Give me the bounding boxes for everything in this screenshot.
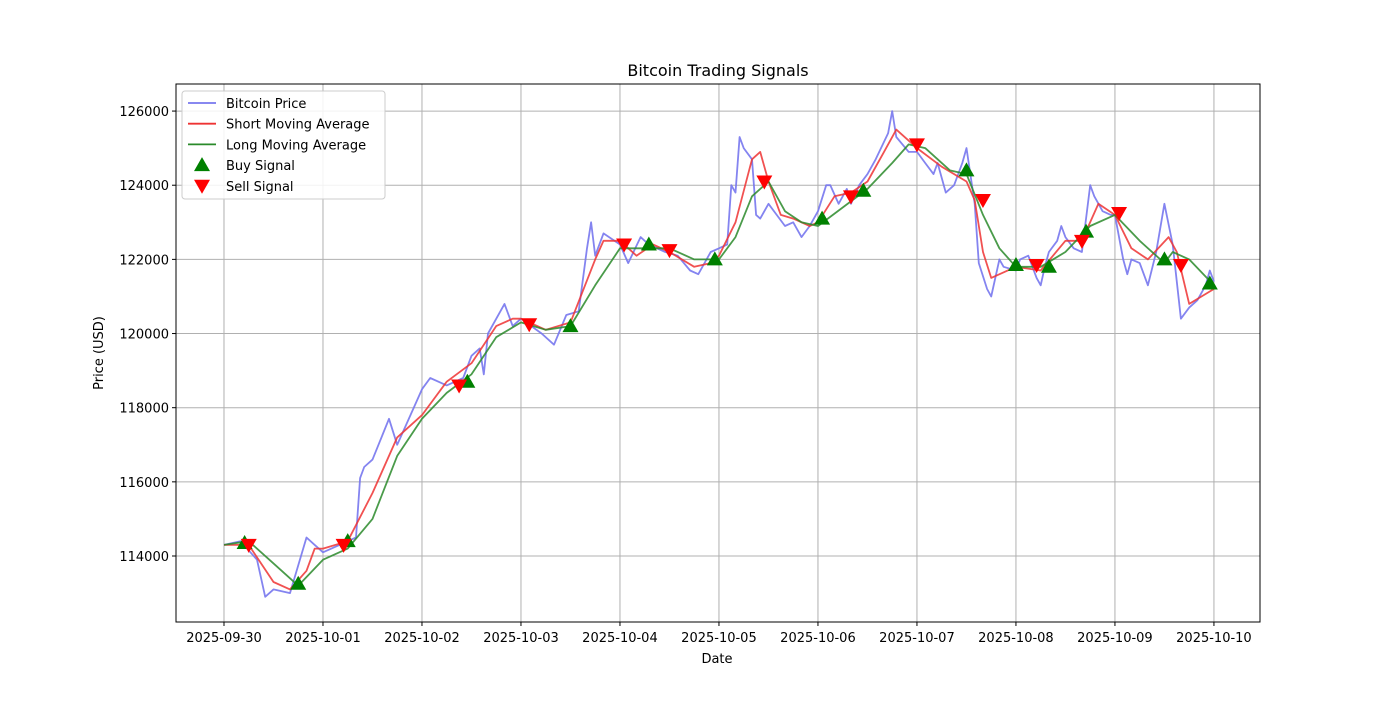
sell-signal-marker	[240, 538, 257, 553]
buy-signal-marker	[640, 236, 657, 251]
buy-signal-marker	[1007, 256, 1024, 271]
buy-signal-marker	[290, 575, 307, 590]
sell-signal-marker	[1111, 207, 1128, 222]
sell-signal-legend-icon	[194, 179, 210, 194]
x-tick-label: 2025-10-03	[483, 631, 559, 646]
x-tick-label: 2025-10-05	[681, 631, 757, 646]
plot-area	[223, 110, 1218, 598]
y-tick-label: 118000	[119, 402, 169, 417]
x-tick-label: 2025-10-07	[879, 631, 955, 646]
y-tick-label: 114000	[119, 550, 169, 565]
x-tick-label: 2025-10-01	[285, 631, 361, 646]
sell-signal-marker	[1073, 234, 1090, 249]
legend: Bitcoin Price Short Moving Average Long Mo…	[181, 90, 386, 200]
buy-signal-marker	[1201, 275, 1218, 290]
sell-signal-marker	[1028, 258, 1045, 273]
buy-signal-marker	[814, 210, 831, 225]
buy-signal-legend-icon	[194, 157, 210, 172]
y-tick-label: 116000	[119, 476, 169, 491]
x-tick-label: 2025-10-04	[582, 631, 658, 646]
series-line-long-moving-average	[223, 143, 1215, 587]
x-tick-label: 2025-09-30	[186, 631, 262, 646]
x-tick-label: 2025-10-09	[1077, 631, 1153, 646]
chart-title: Bitcoin Trading Signals	[627, 61, 808, 80]
sell-signal-marker	[756, 175, 773, 190]
sell-signal-marker	[661, 244, 678, 259]
buy-signal-marker	[1078, 223, 1095, 238]
sell-signal-marker	[616, 238, 633, 253]
sell-signal-marker	[974, 194, 991, 209]
x-axis-label: Date	[701, 652, 732, 667]
y-tick-label: 120000	[119, 328, 169, 343]
sell-signal-marker	[451, 379, 468, 394]
sell-signal-marker	[842, 190, 859, 205]
y-axis-label: Price (USD)	[92, 316, 107, 390]
buy-signal-marker	[958, 162, 975, 177]
y-tick-label: 122000	[119, 253, 169, 268]
y-axis: 114000 116000 118000 120000 122000 124000 1260…	[119, 105, 176, 565]
legend-label: Sell Signal	[226, 180, 294, 195]
legend-label: Buy Signal	[226, 159, 295, 174]
axes-frame	[175, 83, 1261, 623]
grid	[176, 84, 1260, 622]
y-tick-label: 124000	[119, 179, 169, 194]
series-line-short-moving-average	[224, 128, 1215, 591]
sell-signal-marker	[1172, 258, 1189, 273]
legend-label: Long Moving Average	[226, 138, 366, 153]
x-tick-label: 2025-10-02	[384, 631, 460, 646]
sell-signal-marker	[908, 138, 925, 153]
buy-signal-marker	[1156, 251, 1173, 266]
sell-signal-marker	[521, 318, 538, 333]
legend-label: Short Moving Average	[226, 118, 370, 133]
x-axis: 2025-09-30 2025-10-01 2025-10-02 2025-10-03…	[186, 622, 1252, 646]
y-tick-label: 126000	[119, 105, 169, 120]
x-tick-label: 2025-10-08	[978, 631, 1054, 646]
legend-label: Bitcoin Price	[226, 97, 306, 112]
sell-signal-marker	[335, 538, 352, 553]
legend-box	[181, 90, 386, 200]
x-tick-label: 2025-10-10	[1176, 631, 1252, 646]
x-tick-label: 2025-10-06	[780, 631, 856, 646]
buy-signal-marker	[562, 318, 579, 333]
buy-signal-marker	[1040, 258, 1057, 273]
buy-signal-marker	[855, 182, 872, 197]
buy-signal-marker	[706, 251, 723, 266]
